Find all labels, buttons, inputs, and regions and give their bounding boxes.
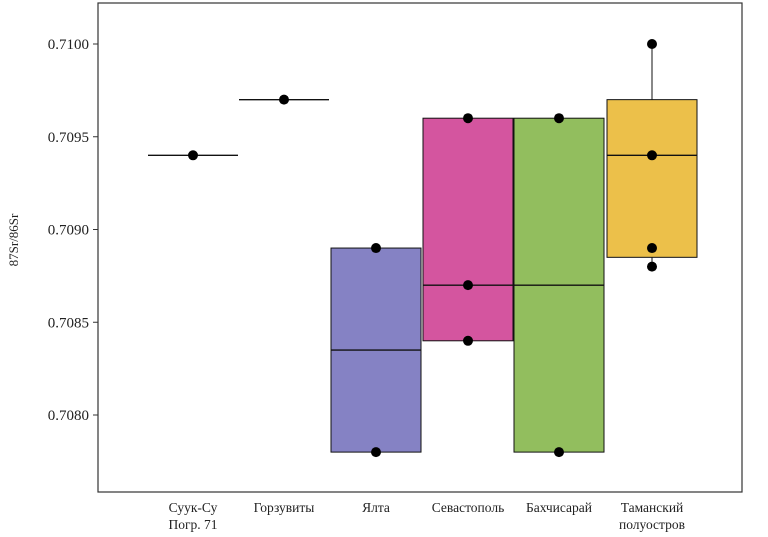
plot-panel (97, 2, 743, 493)
data-point (554, 447, 564, 458)
box-group (330, 247, 422, 453)
data-point (554, 113, 564, 124)
y-tick-label: 0.7095 (48, 130, 89, 146)
data-points (188, 39, 657, 458)
x-tick-label: Таманский (621, 500, 684, 515)
x-tick-label: Ялта (362, 500, 390, 515)
data-point (188, 150, 198, 161)
data-point (463, 113, 473, 124)
x-tick-label: Погр. 71 (168, 517, 217, 532)
data-point (647, 243, 657, 254)
x-tick-label: Бахчисарай (526, 500, 592, 515)
x-tick-label: Севастополь (432, 500, 505, 515)
data-point (463, 280, 473, 291)
data-point (279, 94, 289, 105)
y-tick-label: 0.7085 (48, 315, 89, 331)
box (606, 99, 698, 258)
y-axis-title: 87Sr/86Sr (6, 213, 21, 266)
x-tick-label: Суук-Су (169, 500, 218, 515)
data-point (371, 447, 381, 458)
box-group (513, 117, 605, 453)
y-tick-label: 0.7080 (48, 408, 89, 424)
boxes (148, 44, 698, 453)
y-tick-label: 0.7090 (48, 223, 89, 239)
box (422, 117, 514, 342)
x-axis-labels: Суук-Су Погр. 71 Горзувиты Ялта Севастополь Б… (168, 500, 685, 532)
data-point (647, 150, 657, 161)
y-axis: 0.7080 0.7085 0.7090 0.7095 0.7100 (48, 37, 98, 424)
plot-frame (97, 2, 743, 493)
data-point (371, 243, 381, 254)
y-tick-label: 0.7100 (48, 37, 89, 53)
data-point (647, 261, 657, 272)
x-tick-label: полуостров (619, 517, 685, 532)
box-group (422, 117, 514, 342)
box-group (606, 44, 698, 267)
x-tick-label: Горзувиты (254, 500, 315, 515)
data-point (463, 335, 473, 346)
data-point (647, 39, 657, 49)
